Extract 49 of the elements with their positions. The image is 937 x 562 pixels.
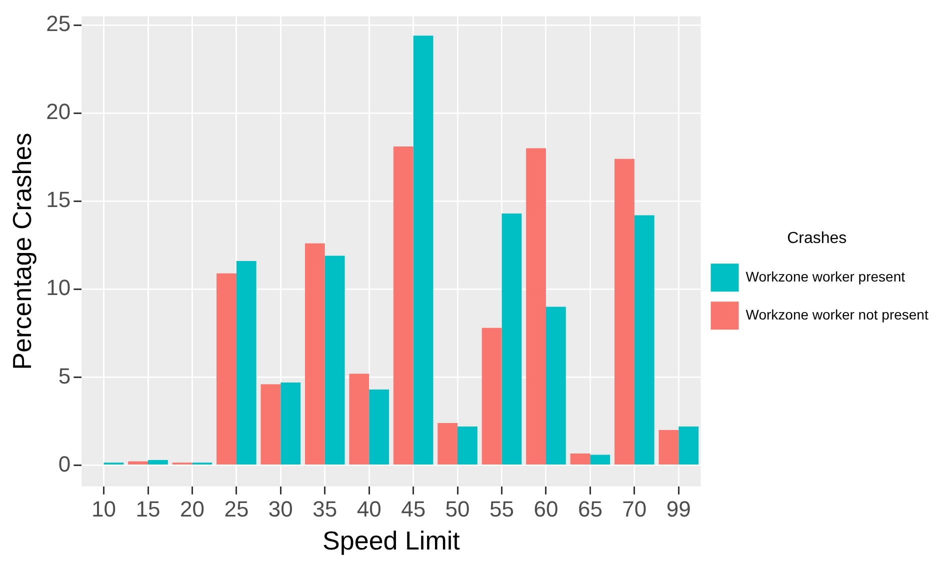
bar [546,306,566,465]
x-tick-label: 25 [224,496,249,522]
x-tick-label: 10 [92,496,116,522]
bar [236,260,256,465]
bar [280,382,301,465]
x-axis-title: Speed Limit [322,526,461,556]
x-tick-label: 60 [534,496,558,522]
legend-label: Workzone worker present [746,268,906,284]
x-tick-label: 55 [490,496,514,522]
bar [413,36,434,465]
bar [128,461,148,465]
bar [590,454,610,465]
bar [369,390,389,465]
bar [614,158,634,465]
y-tick-label: 5 [58,363,71,388]
legend-title: Crashes [787,230,847,247]
y-tick-label: 0 [58,451,71,476]
y-tick-label: 10 [46,275,71,300]
bar [634,215,654,465]
bar [260,384,281,465]
x-tick-label: 35 [312,496,338,522]
bar [678,426,699,465]
bar [526,148,546,465]
bar [393,146,414,465]
x-tick-label: 30 [268,496,293,522]
x-tick-label: 70 [622,496,647,522]
x-tick-label: 65 [578,496,602,522]
y-tick-label: 25 [46,11,71,36]
x-tick-label: 50 [445,496,470,522]
x-tick-label: 99 [666,496,691,522]
x-tick-label: 15 [136,496,160,522]
bar [324,256,345,465]
bar [349,374,370,465]
x-tick-label: 40 [356,496,382,522]
bar [570,453,590,465]
bar [458,426,478,465]
legend-label: Workzone worker not present [746,306,928,322]
bar [216,273,236,465]
bar [438,423,458,465]
bar [658,430,679,465]
y-axis-title: Percentage Crashes [6,132,37,370]
bar [304,243,325,465]
x-tick-label: 45 [401,496,426,522]
bar [502,213,522,465]
y-tick-label: 15 [46,187,71,212]
y-tick-label: 20 [46,99,71,124]
bar [482,328,502,465]
bar [148,460,168,465]
x-tick-label: 20 [180,496,204,522]
